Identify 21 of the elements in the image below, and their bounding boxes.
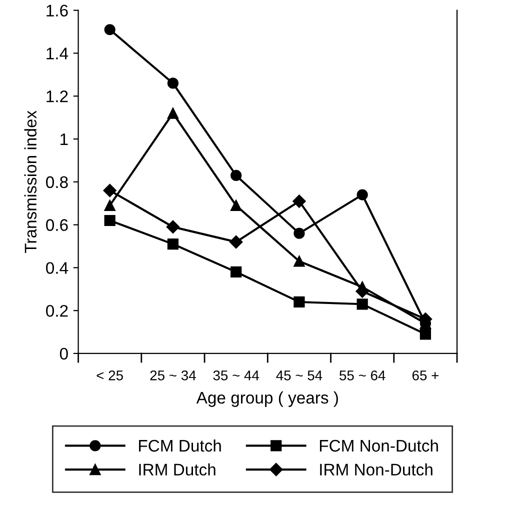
legend-label: IRM Non-Dutch bbox=[320, 463, 432, 476]
x-tick-label: 65 + bbox=[412, 370, 438, 380]
x-axis-title: Age group ( years ) bbox=[196, 391, 338, 407]
x-tick-label: 45 ~ 54 bbox=[276, 370, 322, 380]
y-tick-label: 1.4 bbox=[46, 48, 68, 60]
x-tick-label: 55 ~ 64 bbox=[340, 370, 386, 380]
x-tick-label: 25 ~ 34 bbox=[150, 370, 196, 380]
y-axis-title: Transmission index bbox=[24, 110, 37, 253]
y-tick-label: 1.2 bbox=[46, 90, 68, 102]
x-tick-label: < 25 bbox=[96, 370, 123, 380]
y-tick-label: 0.4 bbox=[46, 262, 68, 274]
legend-label: FCM Dutch bbox=[139, 439, 221, 452]
y-tick-label: 0.8 bbox=[46, 176, 68, 188]
y-tick-label: 0.6 bbox=[46, 219, 68, 231]
y-tick-label: 1.6 bbox=[46, 4, 68, 17]
y-tick-label: 0.2 bbox=[46, 304, 68, 317]
y-tick-label: 1 bbox=[60, 134, 68, 146]
x-tick-label: 35 ~ 44 bbox=[213, 370, 260, 380]
legend-label: FCM Non-Dutch bbox=[320, 439, 438, 452]
legend-label: IRM Dutch bbox=[139, 463, 216, 476]
y-tick-label: 0 bbox=[60, 348, 68, 360]
